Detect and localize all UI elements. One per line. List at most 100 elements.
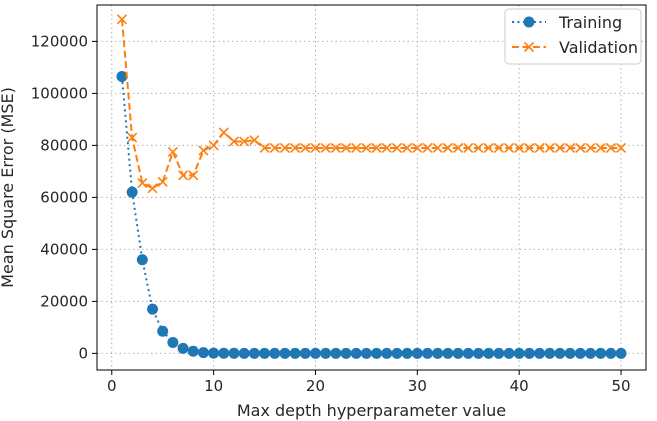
y-tick-label: 100000 bbox=[31, 84, 88, 102]
validation-point bbox=[402, 142, 413, 154]
training-point bbox=[564, 347, 576, 359]
training-point bbox=[432, 347, 444, 359]
training-point bbox=[116, 70, 128, 82]
validation-point bbox=[116, 14, 128, 25]
x-tick-label: 30 bbox=[408, 377, 427, 395]
validation-point bbox=[330, 142, 341, 154]
training-point bbox=[462, 347, 474, 359]
validation-point bbox=[351, 142, 362, 154]
training-point bbox=[320, 347, 332, 359]
validation-point bbox=[503, 142, 515, 154]
training-point bbox=[360, 347, 372, 359]
x-tick-label: 20 bbox=[306, 377, 325, 395]
training-point bbox=[289, 347, 301, 359]
validation-point bbox=[157, 176, 168, 187]
validation-point bbox=[453, 142, 464, 154]
validation-point bbox=[310, 142, 321, 154]
training-point bbox=[330, 347, 342, 359]
training-point bbox=[605, 347, 617, 359]
series-validation bbox=[116, 14, 627, 194]
training-point bbox=[259, 347, 271, 359]
training-point bbox=[279, 347, 291, 359]
validation-point bbox=[524, 142, 535, 154]
legend-marker-training bbox=[523, 16, 535, 28]
training-point bbox=[309, 347, 321, 359]
legend-label: Validation bbox=[559, 38, 638, 57]
y-tick-label: 0 bbox=[78, 344, 88, 362]
validation-point bbox=[575, 142, 586, 154]
validation-point bbox=[249, 135, 260, 146]
validation-point bbox=[239, 136, 250, 147]
validation-point bbox=[269, 142, 280, 154]
validation-point bbox=[554, 142, 565, 154]
y-tick-label: 40000 bbox=[40, 240, 88, 258]
validation-point bbox=[565, 142, 576, 154]
training-point bbox=[187, 345, 199, 357]
plot-frame bbox=[96, 4, 647, 371]
training-point bbox=[299, 347, 311, 359]
x-tick-label: 50 bbox=[611, 377, 630, 395]
x-tick-label: 0 bbox=[107, 377, 117, 395]
validation-point bbox=[361, 142, 372, 154]
validation-point bbox=[483, 142, 494, 154]
training-point bbox=[136, 254, 148, 266]
training-point bbox=[442, 347, 454, 359]
validation-point bbox=[147, 183, 158, 194]
training-point bbox=[391, 347, 403, 359]
training-point bbox=[228, 347, 240, 359]
tick-layer: 0 10 20 30 40 50 0 20000 40000 60000 80000 100000 12… bbox=[31, 32, 631, 395]
validation-point bbox=[259, 142, 270, 154]
training-point bbox=[350, 347, 362, 359]
training-point bbox=[615, 347, 627, 359]
x-tick-label: 10 bbox=[204, 377, 223, 395]
validation-point bbox=[412, 142, 423, 154]
validation-point bbox=[432, 142, 443, 154]
training-point bbox=[574, 347, 586, 359]
training-point bbox=[167, 336, 179, 348]
training-point bbox=[218, 347, 230, 359]
y-axis-label: Mean Square Error (MSE) bbox=[0, 87, 17, 288]
validation-point bbox=[473, 142, 484, 154]
validation-point bbox=[544, 142, 555, 154]
validation-point bbox=[340, 142, 352, 154]
validation-point bbox=[290, 142, 301, 154]
validation-point bbox=[178, 170, 189, 181]
legend-label: Training bbox=[558, 13, 622, 32]
validation-point bbox=[320, 142, 331, 154]
training-point bbox=[401, 347, 413, 359]
validation-point bbox=[442, 142, 453, 154]
validation-point bbox=[300, 142, 311, 154]
validation-point bbox=[605, 142, 616, 154]
training-point bbox=[340, 347, 352, 359]
training-point bbox=[523, 347, 535, 359]
validation-point bbox=[391, 142, 403, 154]
training-point bbox=[595, 347, 607, 359]
training-point bbox=[269, 347, 281, 359]
training-point bbox=[381, 347, 393, 359]
validation-point bbox=[198, 145, 209, 156]
training-point bbox=[483, 347, 495, 359]
training-point bbox=[534, 347, 546, 359]
legend-box bbox=[504, 8, 642, 65]
validation-point bbox=[595, 142, 606, 154]
training-point bbox=[452, 347, 464, 359]
validation-point bbox=[167, 146, 178, 157]
validation-point bbox=[422, 142, 433, 154]
training-point bbox=[411, 347, 423, 359]
validation-point bbox=[218, 127, 229, 138]
training-point bbox=[544, 347, 556, 359]
y-tick-label: 120000 bbox=[31, 32, 88, 50]
training-point bbox=[147, 303, 159, 315]
validation-point bbox=[228, 136, 240, 147]
validation-point bbox=[585, 142, 596, 154]
training-point bbox=[197, 347, 209, 359]
training-point bbox=[422, 347, 434, 359]
validation-point bbox=[279, 142, 290, 154]
legend: Training Validation bbox=[504, 8, 642, 65]
training-point bbox=[472, 347, 484, 359]
x-axis-label: Max depth hyperparameter value bbox=[237, 401, 506, 420]
training-point bbox=[503, 347, 515, 359]
training-point bbox=[248, 347, 260, 359]
validation-point bbox=[188, 170, 199, 181]
